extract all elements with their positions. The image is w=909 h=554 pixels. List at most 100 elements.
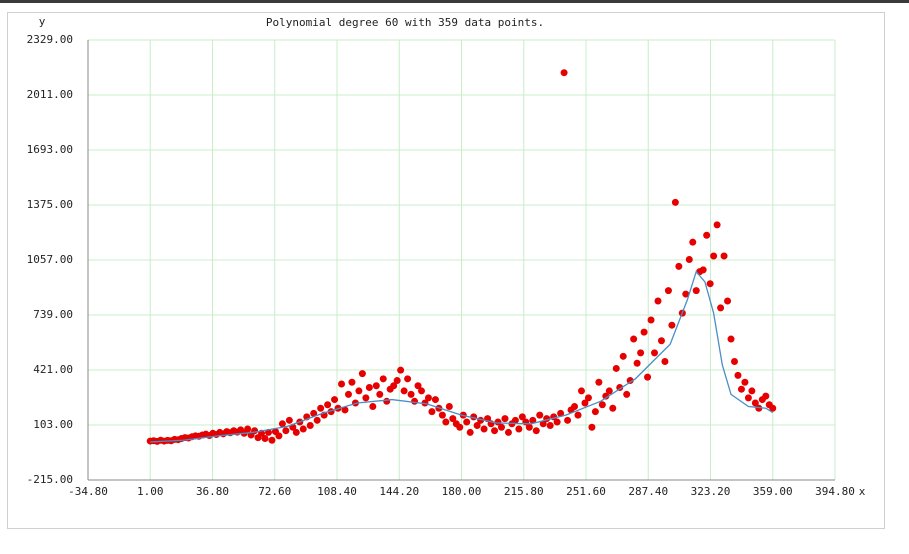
data-point <box>605 387 613 395</box>
data-point <box>404 375 412 383</box>
data-point <box>664 287 672 295</box>
x-tick-label: 323.20 <box>691 485 731 498</box>
data-point <box>268 436 276 444</box>
data-point <box>682 290 690 298</box>
x-tick-label: 287.40 <box>628 485 668 498</box>
data-point <box>571 402 579 410</box>
data-point <box>564 416 572 424</box>
data-point <box>529 416 537 424</box>
data-point <box>654 297 662 305</box>
data-point <box>306 422 314 430</box>
data-point <box>362 394 370 402</box>
data-point <box>577 387 585 395</box>
data-point <box>612 364 620 372</box>
data-point <box>400 387 408 395</box>
data-point <box>630 335 638 343</box>
x-tick-label: 359.00 <box>753 485 793 498</box>
data-point <box>623 390 631 398</box>
data-point <box>407 390 415 398</box>
data-point <box>741 378 749 386</box>
data-point <box>324 401 332 409</box>
data-point <box>473 422 481 430</box>
data-point <box>671 198 679 206</box>
data-point <box>724 297 732 305</box>
data-point <box>574 411 582 419</box>
data-point <box>536 411 544 419</box>
data-point <box>703 231 711 239</box>
data-point <box>466 428 474 436</box>
top-bar <box>0 0 909 3</box>
data-point <box>338 380 346 388</box>
data-point <box>438 411 446 419</box>
data-point <box>751 399 759 407</box>
x-tick-label: 36.80 <box>196 485 229 498</box>
y-tick-label: 1693.00 <box>27 143 73 156</box>
data-point <box>393 377 401 385</box>
y-tick-label: 421.00 <box>33 363 73 376</box>
data-point <box>730 358 738 366</box>
data-point <box>299 425 307 433</box>
y-axis-label: y <box>39 15 46 28</box>
data-point <box>358 370 366 378</box>
data-point <box>633 359 641 367</box>
data-point <box>518 413 526 421</box>
data-point <box>515 425 523 433</box>
data-point <box>310 409 318 417</box>
data-point <box>661 358 669 366</box>
y-tick-label: 739.00 <box>33 308 73 321</box>
data-point <box>278 420 286 428</box>
data-point <box>379 375 387 383</box>
data-point <box>748 387 756 395</box>
data-point <box>411 397 419 405</box>
data-point <box>344 390 352 398</box>
data-point <box>685 255 693 263</box>
data-point <box>275 432 283 440</box>
data-point <box>609 404 617 412</box>
data-point <box>699 266 707 274</box>
data-point <box>546 422 554 430</box>
x-tick-label: 215.80 <box>504 485 544 498</box>
data-point <box>244 425 252 433</box>
x-tick-label: 144.20 <box>379 485 419 498</box>
data-point <box>418 387 426 395</box>
data-point <box>689 238 697 246</box>
data-point <box>598 401 606 409</box>
data-point <box>532 427 540 435</box>
data-point <box>720 252 728 260</box>
data-point <box>285 416 293 424</box>
data-point <box>744 394 752 402</box>
x-tick-label: 1.00 <box>137 485 164 498</box>
y-tick-label: 2011.00 <box>27 88 73 101</box>
x-tick-label: 394.80 <box>815 485 855 498</box>
x-tick-label: 108.40 <box>317 485 357 498</box>
data-point <box>397 366 405 374</box>
data-point <box>331 396 339 404</box>
data-point <box>365 383 373 391</box>
data-point <box>657 337 665 345</box>
data-point <box>539 420 547 428</box>
data-point <box>717 304 725 312</box>
data-point <box>560 69 568 77</box>
data-point <box>456 423 464 431</box>
data-point <box>588 423 596 431</box>
data-point <box>428 408 436 416</box>
data-point <box>341 406 349 414</box>
data-point <box>619 352 627 360</box>
data-point <box>640 328 648 336</box>
data-point <box>626 377 634 385</box>
data-point <box>376 390 384 398</box>
data-point <box>491 427 499 435</box>
data-point <box>734 371 742 379</box>
data-point <box>497 423 505 431</box>
data-point <box>282 427 290 435</box>
data-point <box>692 287 700 295</box>
data-point <box>264 428 272 436</box>
chart-frame <box>7 12 885 529</box>
data-point <box>647 316 655 324</box>
y-tick-label: 2329.00 <box>27 33 73 46</box>
data-point <box>762 392 770 400</box>
data-point <box>511 416 519 424</box>
data-point <box>261 434 269 442</box>
